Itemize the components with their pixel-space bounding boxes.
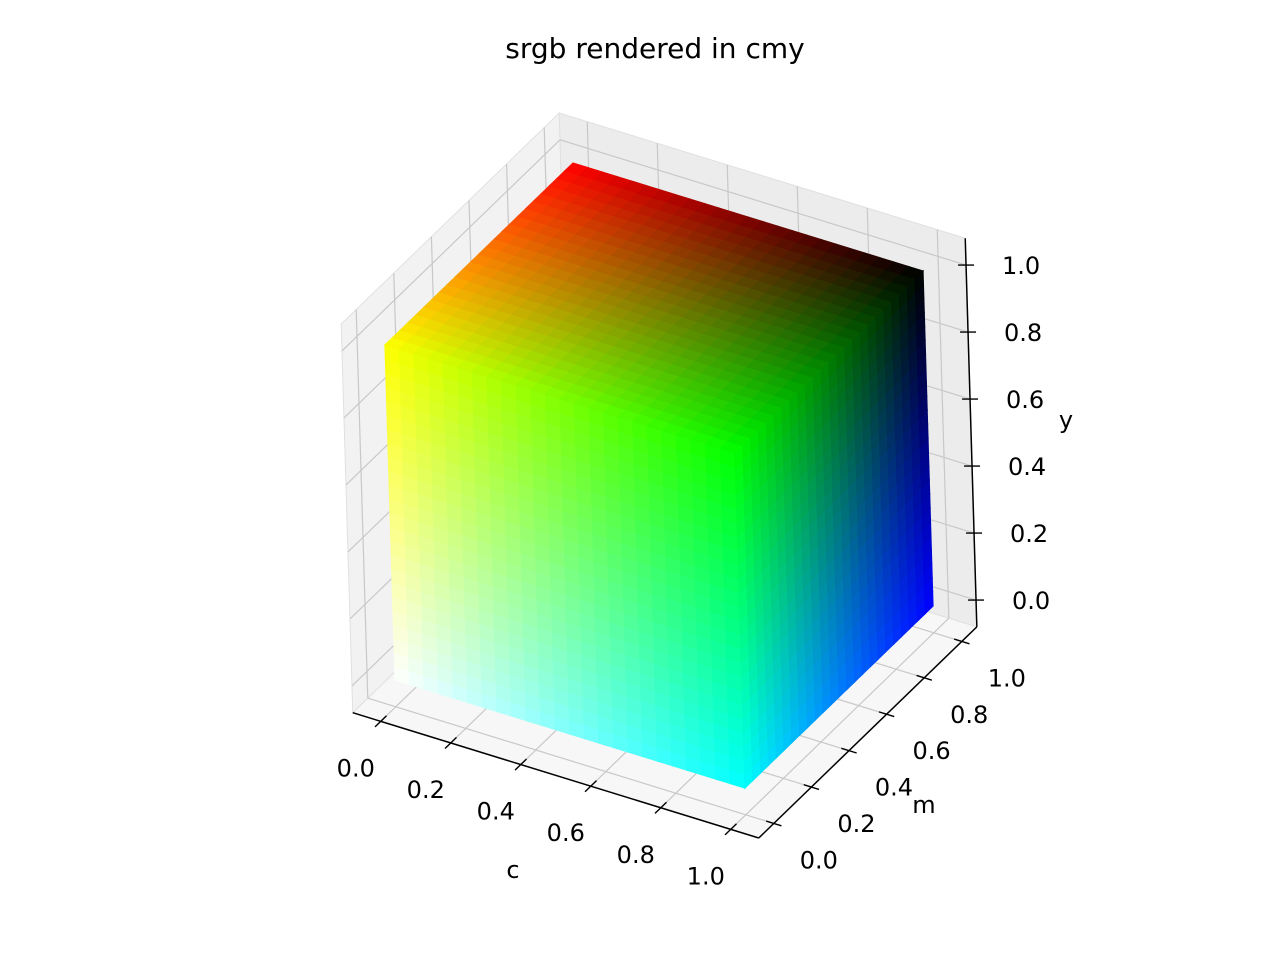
grid-line (936, 229, 950, 619)
x-tick-label: 0.8 (617, 841, 655, 869)
y-axis-line (758, 626, 978, 839)
x-tick (514, 758, 527, 771)
y-tick-label: 0.8 (950, 701, 988, 729)
x-tick-label: 0.6 (547, 819, 585, 847)
y-tick-label: 0.4 (875, 774, 913, 802)
y-tick (803, 784, 820, 791)
z-tick-label: 1.0 (1002, 252, 1040, 280)
x-tick-label: 0.2 (407, 776, 445, 804)
x-tick-label: 1.0 (687, 862, 725, 890)
z-tick-label: 0.2 (1010, 520, 1048, 548)
cube-face-y1 (383, 162, 925, 454)
grid-line (355, 309, 369, 699)
x-tick (654, 801, 667, 814)
cube-face-m0 (384, 344, 746, 789)
y-tick (916, 674, 933, 681)
z-tick-label: 0.8 (1004, 319, 1042, 347)
y-tick (953, 638, 970, 645)
color-cube (383, 162, 934, 790)
y-tick-label: 0.0 (800, 846, 838, 874)
x-tick (444, 736, 457, 750)
y-tick-label: 0.2 (837, 810, 875, 838)
y-axis-label: m (912, 791, 935, 819)
x-axis-label: c (506, 856, 519, 884)
x-tick (724, 823, 737, 836)
y-tick-label: 0.6 (913, 737, 951, 765)
y-tick (878, 711, 895, 718)
x-tick-label: 0.0 (337, 754, 375, 782)
x-tick (584, 780, 597, 793)
x-axis-line (352, 712, 759, 839)
x-tick-label: 0.4 (477, 798, 515, 826)
z-tick-label: 0.4 (1008, 453, 1046, 481)
grid-line (341, 139, 561, 352)
grid-line (367, 697, 774, 825)
z-axis-label: y (1059, 406, 1073, 434)
grid-line (730, 617, 950, 830)
cube-cell (899, 265, 925, 280)
y-tick (765, 820, 782, 827)
z-axis-line (964, 238, 978, 627)
grid-line (559, 139, 967, 266)
y-tick-label: 1.0 (988, 664, 1026, 692)
cube-face-c1 (734, 269, 934, 790)
y-tick (841, 747, 857, 754)
z-tick-label: 0.0 (1012, 587, 1050, 615)
axes: 0.00.20.40.60.81.00.00.20.40.60.81.00.00… (337, 238, 1050, 890)
chart-title: srgb rendered in cmy (505, 32, 804, 65)
x-tick (374, 715, 387, 728)
z-tick-label: 0.6 (1006, 386, 1044, 414)
